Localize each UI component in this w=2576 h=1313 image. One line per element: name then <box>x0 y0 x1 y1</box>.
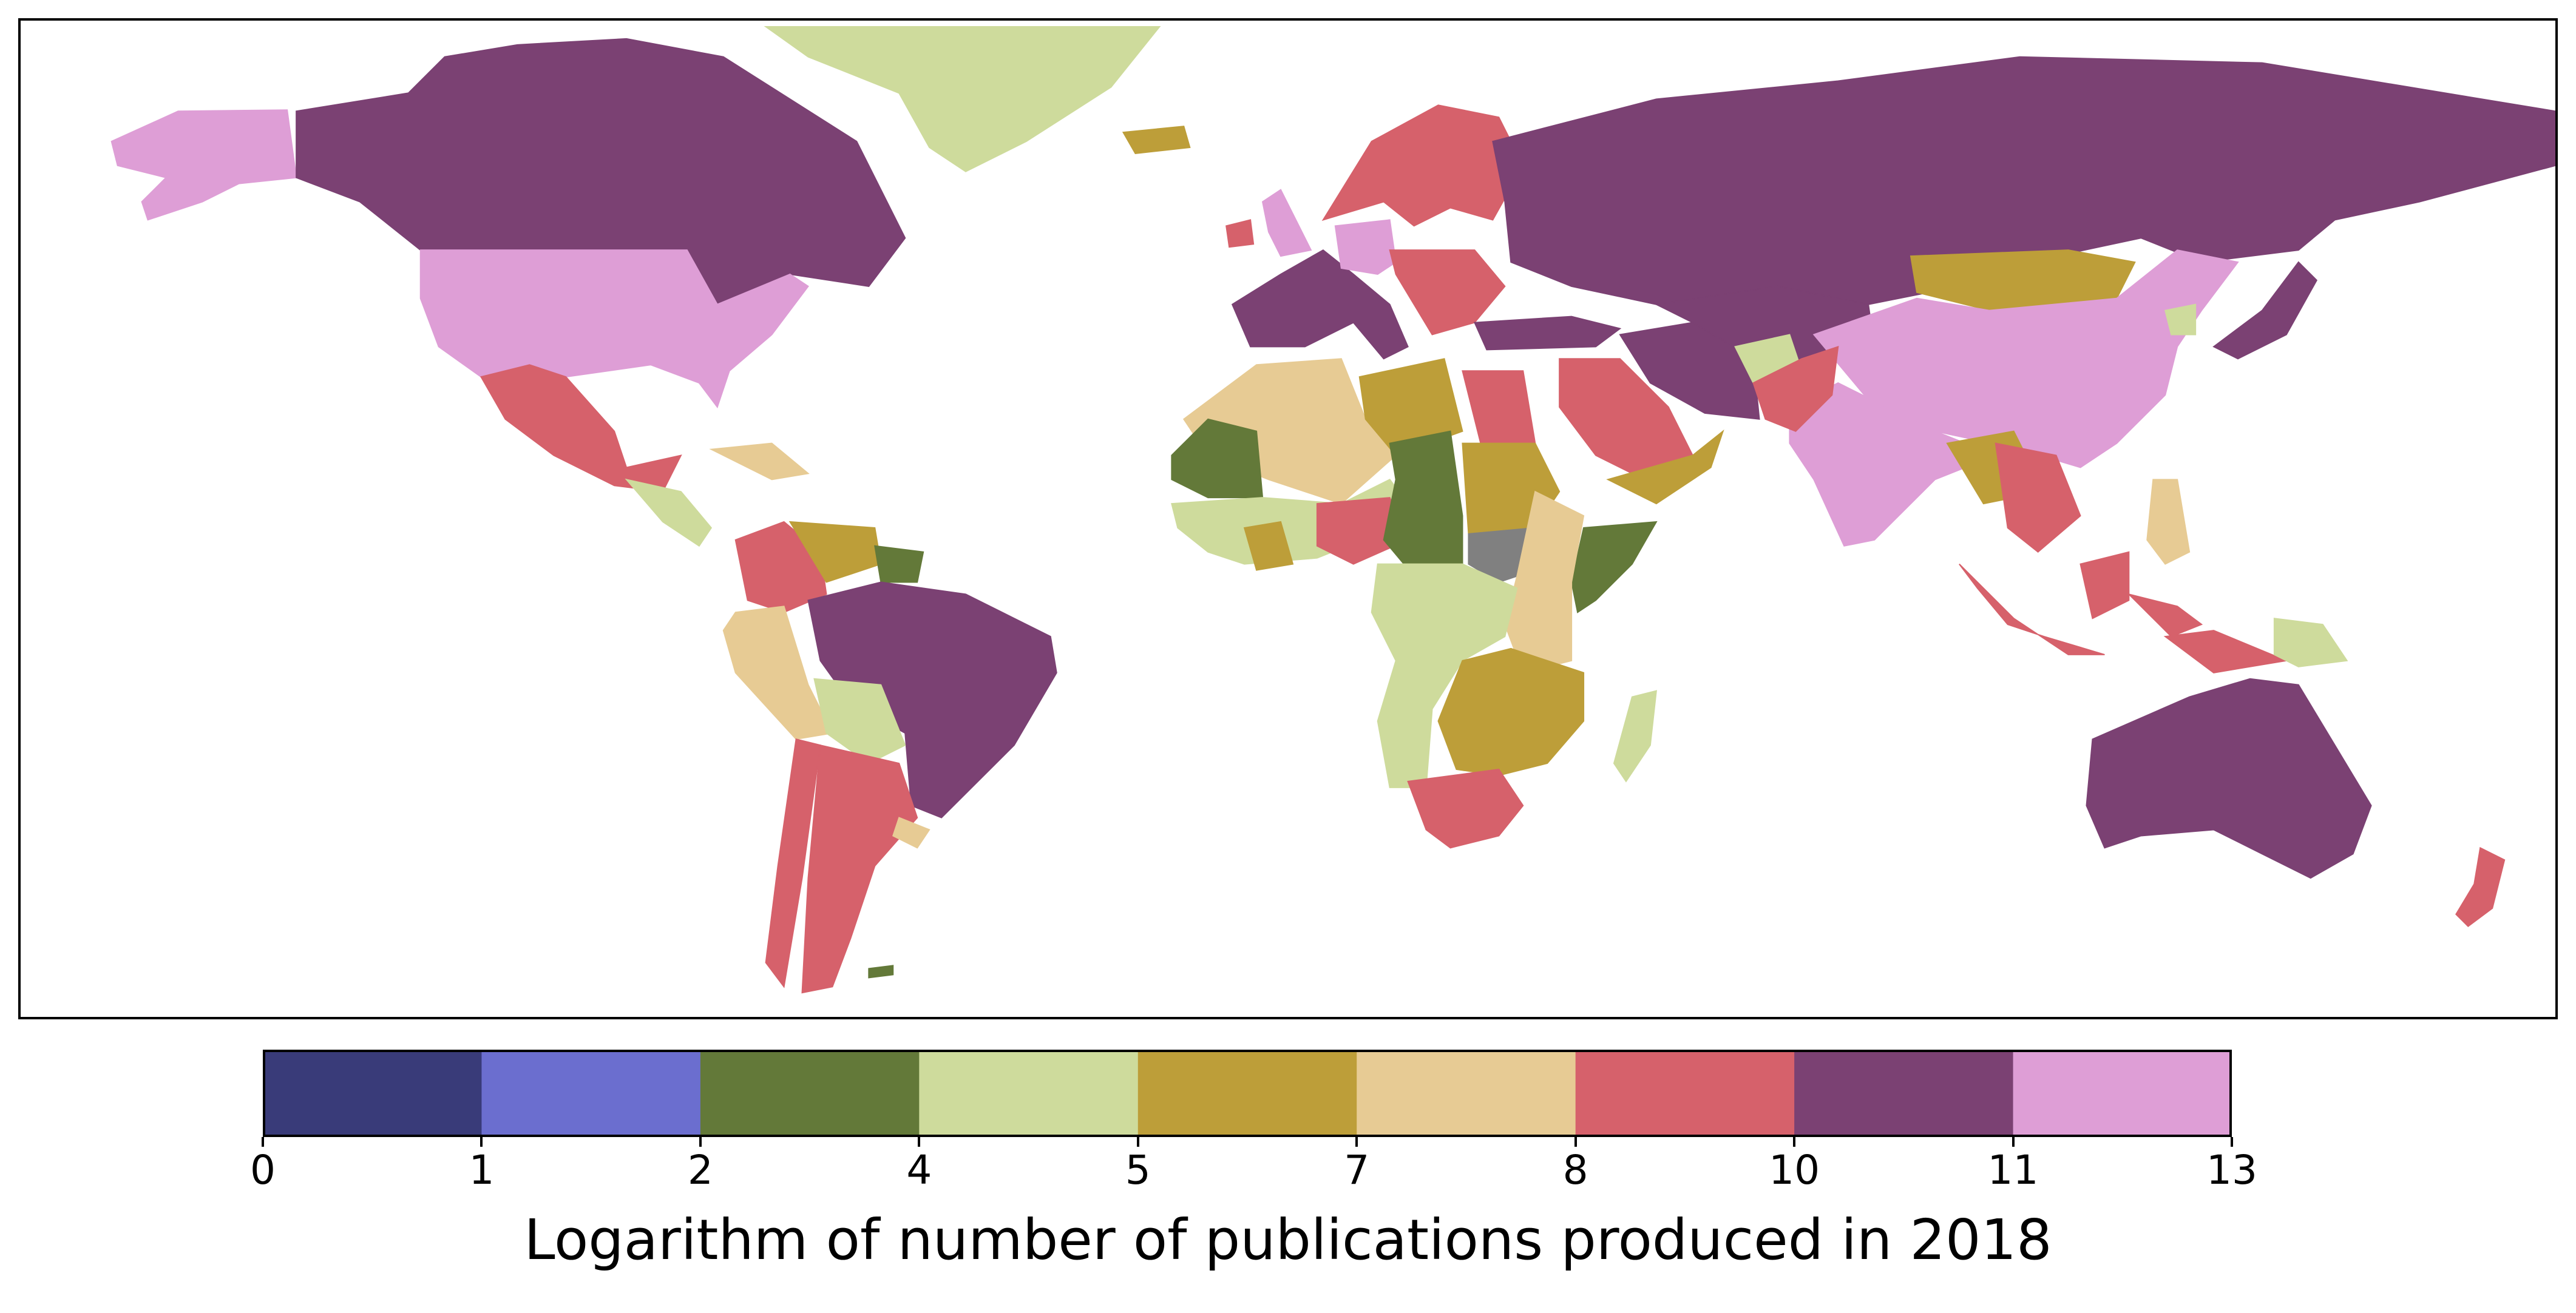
region-mexico <box>480 364 682 493</box>
region-uk <box>1261 189 1312 257</box>
region-australia <box>2086 678 2372 879</box>
colorbar-tick-mark <box>1574 1137 1577 1147</box>
colorbar-tick-label: 13 <box>2206 1147 2257 1193</box>
region-uruguay <box>892 817 930 849</box>
region-somalia <box>1571 521 1658 613</box>
colorbar-tick-label: 5 <box>1125 1147 1151 1193</box>
region-india <box>1789 382 1998 547</box>
region-china <box>1812 249 2239 468</box>
choropleth-map <box>110 25 2555 994</box>
colorbar <box>263 1050 2232 1137</box>
region-chad-car <box>1383 430 1463 577</box>
region-greenland <box>764 25 1161 172</box>
region-germany <box>1334 219 1397 275</box>
region-guyanas <box>874 545 924 583</box>
colorbar-tick-mark <box>1136 1137 1139 1147</box>
region-ghana <box>1243 521 1294 571</box>
region-eastern-europe <box>1389 249 1506 336</box>
region-yemen-oman <box>1606 429 1724 505</box>
region-caribbean <box>709 442 810 481</box>
region-southern-africa <box>1437 647 1585 776</box>
colorbar-segment <box>263 1050 482 1137</box>
region-peru <box>722 606 833 740</box>
colorbar-segment <box>919 1050 1139 1137</box>
colorbar-segment <box>700 1050 920 1137</box>
colorbar-ticks: 0 1 2 4 5 7 8 10 11 13 <box>250 1137 2257 1190</box>
colorbar-tick-mark <box>262 1137 264 1147</box>
region-philippines <box>2146 479 2191 565</box>
colorbar-segment <box>481 1050 701 1137</box>
colorbar-svg <box>263 1050 2232 1137</box>
region-western-europe <box>1231 249 1409 360</box>
colorbar-segment <box>2013 1050 2232 1137</box>
region-south-africa <box>1407 768 1524 849</box>
colorbar-tick-mark <box>2012 1137 2015 1147</box>
colorbar-tick-mark <box>480 1137 483 1147</box>
colorbar-tick-label: 2 <box>687 1147 713 1193</box>
region-turkey <box>1473 316 1622 351</box>
region-madagascar <box>1613 690 1657 783</box>
region-scandinavia <box>1321 104 1524 227</box>
colorbar-tick-mark <box>699 1137 702 1147</box>
region-alaska <box>110 109 297 221</box>
colorbar-tick-label: 8 <box>1562 1147 1588 1193</box>
region-iceland <box>1122 126 1191 154</box>
region-falklands <box>868 965 894 979</box>
world-map <box>18 18 2558 1019</box>
colorbar-tick-mark <box>1793 1137 1796 1147</box>
region-indonesia <box>1959 551 2289 673</box>
region-png <box>2273 618 2348 667</box>
region-pakistan <box>1752 345 1839 432</box>
region-mauritania <box>1171 418 1264 499</box>
colorbar-tick-mark <box>1355 1137 1358 1147</box>
colorbar-tick-mark <box>2231 1137 2233 1147</box>
colorbar-tick-label: 10 <box>1769 1147 1820 1193</box>
region-canada <box>296 38 906 305</box>
region-congo <box>1371 563 1518 788</box>
colorbar-border <box>263 1050 2232 1137</box>
colorbar-segment <box>1137 1050 1357 1137</box>
region-bolivia <box>813 678 906 765</box>
colorbar-segment <box>1794 1050 2014 1137</box>
region-egypt <box>1462 370 1536 444</box>
region-thailand-vietnam <box>1995 442 2081 553</box>
region-central-america <box>625 478 713 547</box>
colorbar-tick-label: 11 <box>1987 1147 2039 1193</box>
colorbar-segment <box>1575 1050 1795 1137</box>
colorbar-title: Logarithm of number of publications prod… <box>524 1207 2052 1272</box>
colorbar-tick-label: 1 <box>469 1147 495 1193</box>
colorbar-tick-label: 0 <box>250 1147 276 1193</box>
colorbar-tick-label: 7 <box>1344 1147 1370 1193</box>
region-japan <box>2212 261 2317 360</box>
colorbar-tick-mark <box>918 1137 921 1147</box>
region-ireland <box>1225 219 1255 248</box>
region-argentina <box>801 744 918 994</box>
region-nigeria <box>1316 497 1409 565</box>
region-korea <box>2164 303 2197 336</box>
region-new-zealand <box>2455 846 2506 928</box>
colorbar-segment <box>1357 1050 1576 1137</box>
colorbar-tick-label: 4 <box>906 1147 932 1193</box>
